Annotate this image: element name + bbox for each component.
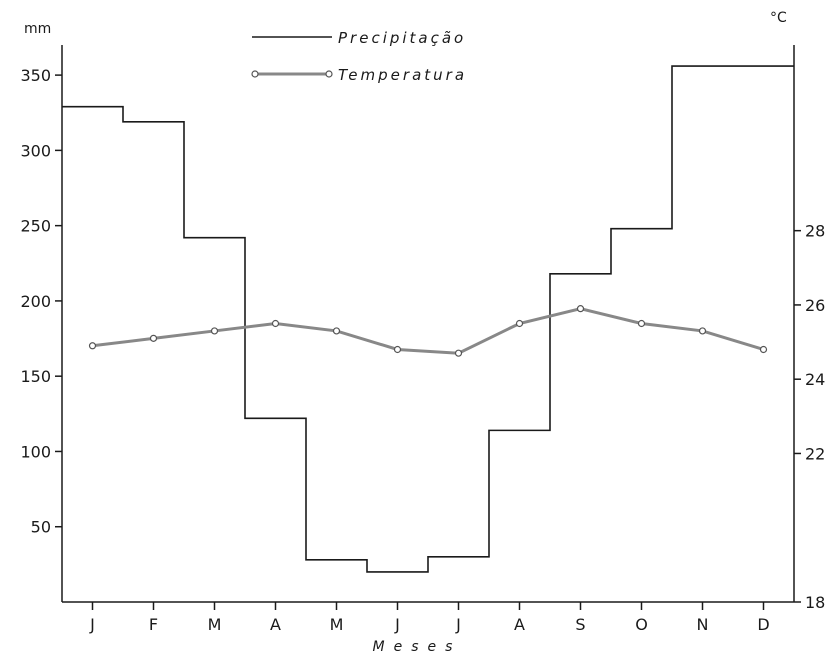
temperatura-point xyxy=(454,349,463,357)
left-tick-label: 350 xyxy=(20,66,51,85)
series-temperatura xyxy=(88,305,768,357)
legend-marker-temperatura-start xyxy=(251,70,259,78)
right-axis-ticks: 18 22 24 26 28 xyxy=(794,222,825,612)
series-precipitacao xyxy=(62,65,794,573)
legend-label-temperatura: Temperatura xyxy=(338,66,467,84)
x-tick-label: M xyxy=(330,615,344,634)
temperatura-point xyxy=(271,319,280,328)
temperatura-point xyxy=(149,334,158,342)
x-tick-label: D xyxy=(757,615,769,634)
left-axis-ticks: 50 100 150 200 250 300 350 xyxy=(20,66,62,537)
right-tick-label: 22 xyxy=(805,444,825,463)
precipitacao-step-line xyxy=(62,65,794,573)
legend-marker-temperatura-end xyxy=(325,70,333,78)
legend: Precipitação Temperatura xyxy=(251,29,467,84)
left-tick-label: 200 xyxy=(20,292,51,311)
temperatura-point xyxy=(698,327,707,335)
temperatura-point xyxy=(515,319,524,328)
left-tick-label: 50 xyxy=(31,518,51,537)
temperatura-point xyxy=(759,345,768,354)
right-tick-label: 26 xyxy=(805,296,825,315)
x-tick-label: J xyxy=(89,615,95,634)
temperatura-point xyxy=(88,342,97,350)
right-axis-unit: °C xyxy=(770,10,787,26)
temperatura-point xyxy=(210,327,219,335)
x-tick-label: S xyxy=(575,615,585,634)
x-tick-label: A xyxy=(270,615,281,634)
temperatura-point xyxy=(637,319,646,328)
left-tick-label: 150 xyxy=(20,367,51,386)
left-tick-label: 100 xyxy=(20,442,51,461)
x-tick-label: M xyxy=(208,615,222,634)
x-tick-label: O xyxy=(635,615,648,634)
legend-label-precipitacao: Precipitação xyxy=(338,29,466,47)
x-tick-label: J xyxy=(394,615,400,634)
temperatura-line xyxy=(92,307,764,355)
temperatura-point xyxy=(576,305,585,313)
right-tick-label: 24 xyxy=(805,370,825,389)
left-tick-label: 300 xyxy=(20,141,51,160)
x-tick-label: J xyxy=(455,615,461,634)
x-tick-label: F xyxy=(149,615,158,634)
x-axis-title: Meses xyxy=(373,639,462,655)
right-tick-label: 18 xyxy=(805,593,825,612)
left-axis-unit: mm xyxy=(24,21,51,37)
temperatura-point xyxy=(393,345,402,354)
left-tick-label: 250 xyxy=(20,217,51,236)
x-tick-label: A xyxy=(514,615,525,634)
right-tick-label: 28 xyxy=(805,222,825,241)
x-tick-label: N xyxy=(697,615,709,634)
temperatura-point xyxy=(332,327,341,335)
